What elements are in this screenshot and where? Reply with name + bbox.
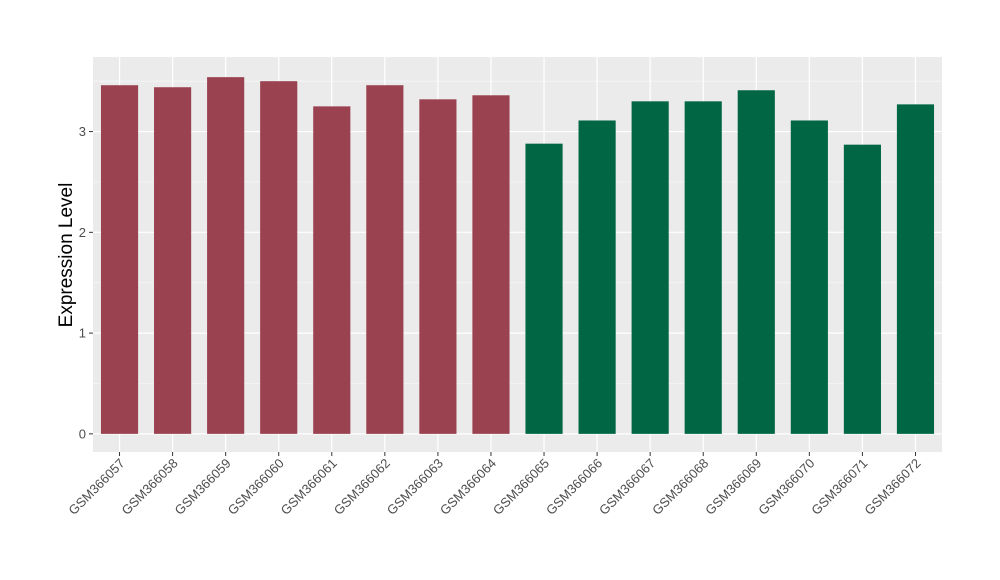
bar-GSM366064 [472, 95, 510, 434]
x-tick-label: GSM366060 [225, 456, 287, 518]
x-tick-label: GSM366071 [808, 456, 870, 518]
bar-GSM366057 [100, 85, 139, 434]
bar-GSM366061 [313, 106, 351, 434]
x-tick-label: GSM366065 [490, 456, 552, 518]
x-tick-label: GSM366057 [65, 456, 127, 518]
x-tick-label: GSM366072 [861, 456, 923, 518]
y-axis-title: Expression Level [56, 183, 77, 328]
bar-GSM366072 [896, 104, 935, 434]
x-tick-label: GSM366068 [649, 456, 711, 518]
y-tick-label: 2 [79, 225, 86, 240]
bar-GSM366067 [631, 101, 669, 434]
bar-GSM366058 [154, 87, 192, 434]
y-tick-label: 3 [79, 124, 86, 139]
x-tick-label: GSM366069 [702, 456, 764, 518]
y-tick-label: 1 [79, 326, 86, 341]
bar-GSM366069 [737, 90, 775, 434]
x-tick-label: GSM366064 [437, 456, 499, 518]
bar-GSM366063 [419, 99, 457, 434]
x-tick-label: GSM366059 [172, 456, 234, 518]
y-tick-label: 0 [79, 426, 86, 441]
bar-GSM366070 [790, 120, 828, 434]
bar-GSM366066 [578, 120, 616, 434]
x-tick-label: GSM366063 [384, 456, 446, 518]
bar-GSM366071 [843, 144, 881, 434]
x-tick-label: GSM366070 [755, 456, 817, 518]
x-tick-label: GSM366061 [278, 456, 340, 518]
x-tick-label: GSM366058 [118, 456, 180, 518]
x-tick-label: GSM366067 [596, 456, 658, 518]
bar-GSM366059 [207, 77, 245, 434]
bar-GSM366065 [525, 143, 563, 434]
bar-GSM366068 [684, 101, 722, 434]
bar-GSM366060 [260, 81, 298, 434]
x-tick-label: GSM366062 [331, 456, 393, 518]
x-tick-label: GSM366066 [543, 456, 605, 518]
bar-GSM366062 [366, 85, 404, 434]
